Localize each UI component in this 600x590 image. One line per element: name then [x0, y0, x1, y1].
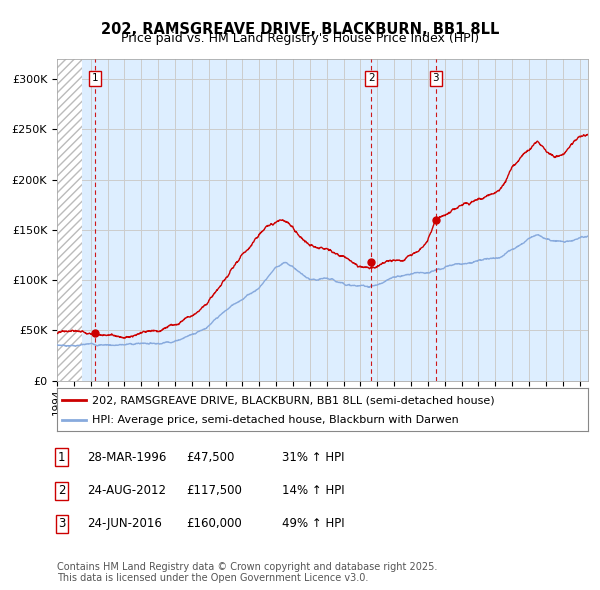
Text: HPI: Average price, semi-detached house, Blackburn with Darwen: HPI: Average price, semi-detached house,…	[92, 415, 458, 425]
Text: 1: 1	[91, 73, 98, 83]
Text: 49% ↑ HPI: 49% ↑ HPI	[282, 517, 344, 530]
Text: 3: 3	[433, 73, 439, 83]
Text: 28-MAR-1996: 28-MAR-1996	[87, 451, 166, 464]
Text: 24-AUG-2012: 24-AUG-2012	[87, 484, 166, 497]
Text: Contains HM Land Registry data © Crown copyright and database right 2025.
This d: Contains HM Land Registry data © Crown c…	[57, 562, 437, 584]
Text: 14% ↑ HPI: 14% ↑ HPI	[282, 484, 344, 497]
Text: 202, RAMSGREAVE DRIVE, BLACKBURN, BB1 8LL (semi-detached house): 202, RAMSGREAVE DRIVE, BLACKBURN, BB1 8L…	[92, 395, 494, 405]
Bar	[57, 59, 82, 381]
Text: £117,500: £117,500	[186, 484, 242, 497]
Text: Price paid vs. HM Land Registry's House Price Index (HPI): Price paid vs. HM Land Registry's House …	[121, 32, 479, 45]
Text: 2: 2	[58, 484, 65, 497]
Text: 24-JUN-2016: 24-JUN-2016	[87, 517, 162, 530]
Text: 2: 2	[368, 73, 374, 83]
Text: £160,000: £160,000	[186, 517, 242, 530]
Text: 1: 1	[58, 451, 65, 464]
Text: 202, RAMSGREAVE DRIVE, BLACKBURN, BB1 8LL: 202, RAMSGREAVE DRIVE, BLACKBURN, BB1 8L…	[101, 22, 499, 37]
Text: 31% ↑ HPI: 31% ↑ HPI	[282, 451, 344, 464]
Text: £47,500: £47,500	[186, 451, 235, 464]
Text: 3: 3	[58, 517, 65, 530]
